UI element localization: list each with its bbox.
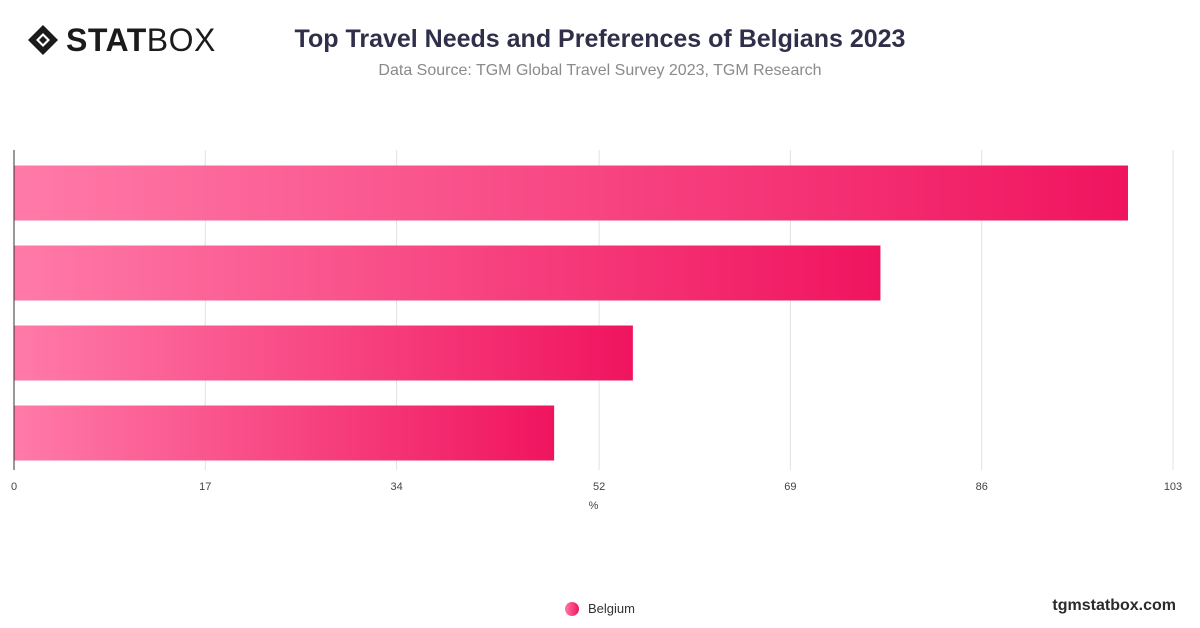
x-axis-label: % <box>589 500 599 512</box>
site-url: tgmstatbox.com <box>1052 597 1176 614</box>
legend-label: Belgium <box>588 601 635 616</box>
x-tick-label: 34 <box>390 481 402 493</box>
statbox-logo: STAT BOX <box>26 22 216 58</box>
chart-subtitle: Data Source: TGM Global Travel Survey 20… <box>378 62 822 79</box>
chart-title: Top Travel Needs and Preferences of Belg… <box>294 25 906 53</box>
x-tick-label: 0 <box>11 481 17 493</box>
bar <box>14 165 1128 221</box>
logo-wordmark: STAT BOX <box>66 24 216 56</box>
logo-text-bold: STAT <box>66 22 147 58</box>
bar <box>14 245 881 301</box>
logo-text-thin: BOX <box>146 22 216 58</box>
x-tick-label: 69 <box>784 481 796 493</box>
x-tick-label: 17 <box>199 481 211 493</box>
x-tick-label: 103 <box>1164 481 1182 493</box>
legend: Belgium <box>0 601 1200 616</box>
legend-marker <box>565 601 580 616</box>
bar <box>14 325 633 381</box>
bar <box>14 405 555 461</box>
x-tick-label: 86 <box>976 481 988 493</box>
diamond-logo-icon <box>28 25 58 55</box>
x-tick-label: 52 <box>593 481 605 493</box>
